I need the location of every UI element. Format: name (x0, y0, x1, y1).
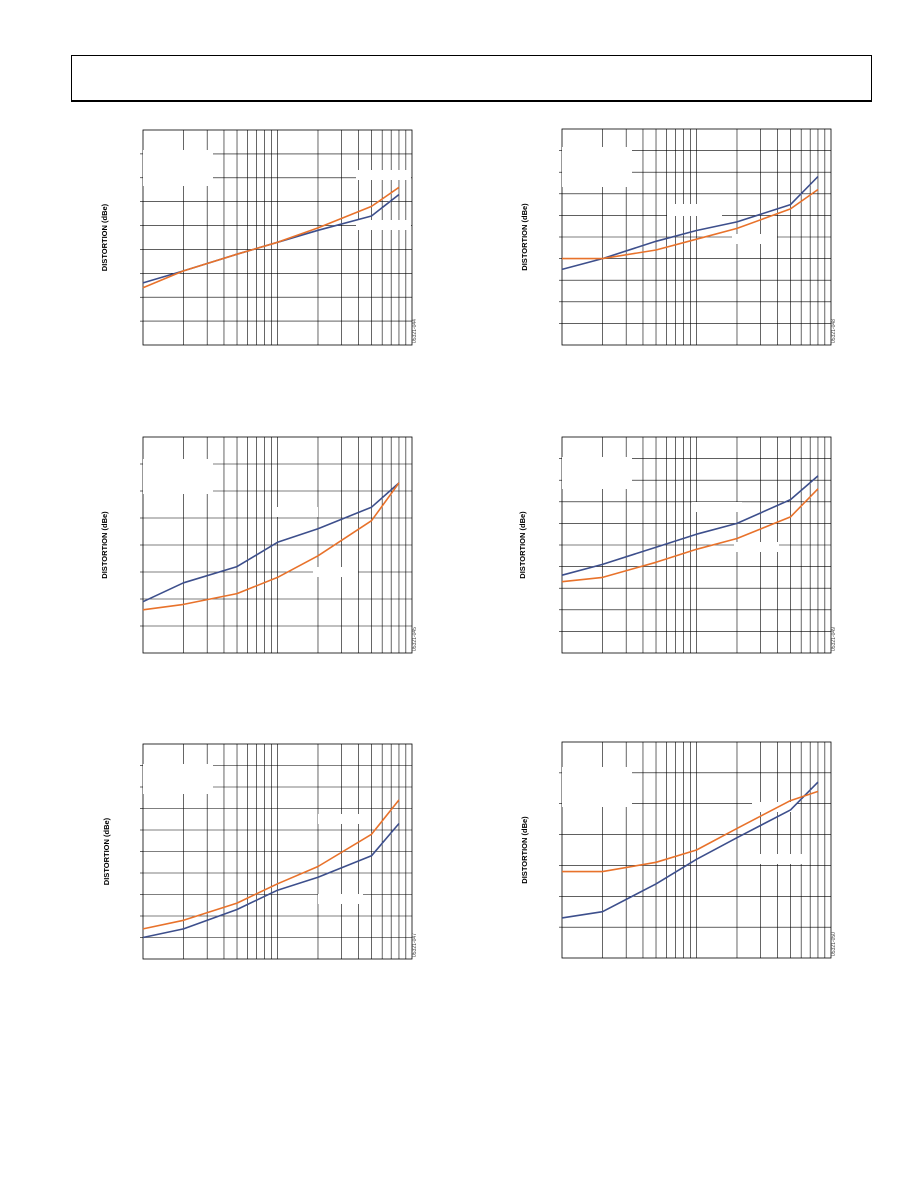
annotation-mask (752, 802, 797, 812)
page-header-box (71, 55, 872, 102)
annotation-mask (318, 814, 363, 824)
figure-id: 05321-050 (831, 932, 837, 956)
annotation-mask (734, 542, 779, 552)
figure-id: 05321-049 (831, 627, 837, 651)
y-axis-label: DISTORTION (dBe) (100, 203, 109, 271)
annotation-mask (273, 507, 318, 517)
figure-id: 05321-045 (412, 627, 418, 651)
annotation-mask (562, 147, 632, 187)
figure-id: 05321-047 (412, 933, 418, 957)
series-orange-line (562, 188, 819, 260)
chart-panel-5: DISTORTION (dBe) 05321-047 (102, 743, 418, 960)
annotation-mask (313, 567, 358, 577)
y-axis-label: DISTORTION (dBe) (102, 817, 111, 885)
annotation-mask (143, 764, 213, 794)
series-orange-line (562, 790, 819, 873)
annotation-mask (143, 459, 213, 494)
y-axis-label: DISTORTION (dBe) (520, 203, 529, 271)
y-axis-label: DISTORTION (dBe) (520, 816, 529, 884)
annotation-mask (143, 150, 213, 186)
series-blue-line (561, 781, 819, 919)
figure-id: 05321-048 (831, 319, 837, 343)
figure-id: 05321-044 (412, 319, 418, 343)
annotation-mask (667, 204, 722, 216)
y-axis-label: DISTORTION (dBe) (518, 511, 527, 579)
y-axis-label: DISTORTION (dBe) (100, 511, 109, 579)
annotation-mask (318, 894, 363, 904)
series-blue-line (142, 482, 400, 603)
chart-panel-2: DISTORTION (dBe) 05321-048 (520, 128, 837, 346)
chart-panel-3: DISTORTION (dBe) 05321-045 (100, 436, 418, 654)
chart-panel-6: DISTORTION (dBe) 05321-050 (520, 741, 837, 959)
annotation-mask (692, 502, 742, 512)
annotation-mask (356, 220, 411, 230)
series-orange-line (142, 799, 400, 930)
chart-panel-4: DISTORTION (dBe) 05321-049 (518, 436, 837, 654)
series-orange-line (142, 482, 400, 611)
annotation-mask (562, 457, 632, 489)
annotation-mask (356, 170, 411, 180)
chart-panel-1: DISTORTION (dBe) 05321-044 (100, 129, 418, 346)
series-orange-line (142, 186, 400, 289)
series-orange-line (561, 488, 819, 583)
series-blue-line (561, 475, 819, 576)
annotation-mask (757, 854, 802, 864)
series-blue-line (142, 822, 400, 939)
annotation-mask (562, 767, 632, 807)
annotation-mask (732, 234, 777, 244)
